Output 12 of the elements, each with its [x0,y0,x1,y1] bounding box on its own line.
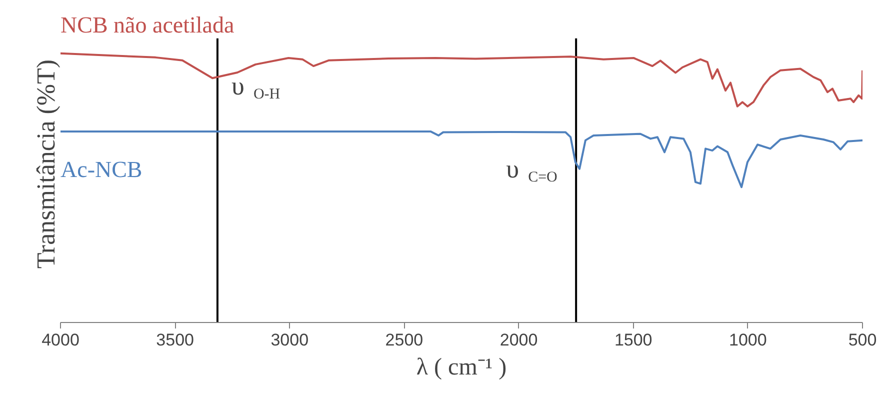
x-tick-label: 2000 [500,330,538,350]
y-axis-title: Transmitância (%T) [32,59,60,269]
x-tick-label: 1000 [729,330,767,350]
x-axis-title: λ ( cm⁻¹ ) [416,354,507,380]
x-tick-label: 2500 [385,330,424,350]
series-label: Ac-NCB [60,157,142,182]
x-tick-label: 3000 [270,330,309,350]
x-tick-label: 500 [848,330,877,350]
x-tick-label: 4000 [42,330,80,350]
series-label: NCB não acetilada [60,12,234,38]
x-tick-label: 1500 [614,330,652,350]
x-tick-label: 3500 [156,330,194,350]
